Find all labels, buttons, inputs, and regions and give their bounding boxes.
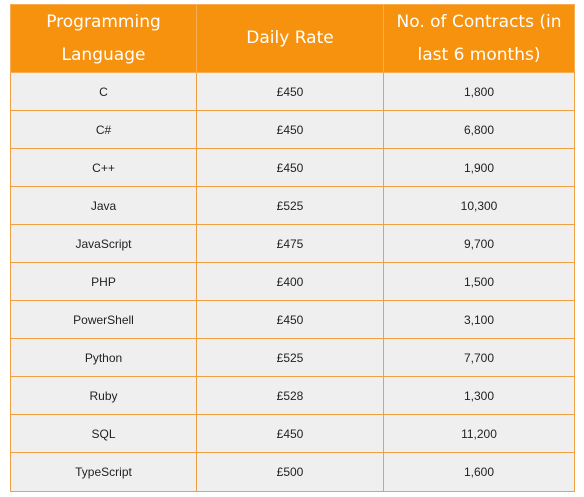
cell-daily-rate: £528 (196, 376, 384, 415)
cell-language: Ruby (10, 376, 197, 415)
header-row: Programming Language Daily Rate No. of C… (10, 4, 575, 73)
cell-contracts: 1,800 (383, 72, 575, 111)
cell-language: C# (10, 110, 197, 149)
cell-daily-rate: £450 (196, 300, 384, 339)
cell-contracts: 11,200 (383, 414, 575, 453)
cell-language: Java (10, 186, 197, 225)
rates-table-container: Programming Language Daily Rate No. of C… (10, 4, 575, 492)
cell-contracts: 1,900 (383, 148, 575, 187)
cell-contracts: 7,700 (383, 338, 575, 377)
table-row: PHP £400 1,500 (10, 262, 575, 301)
cell-daily-rate: £525 (196, 186, 384, 225)
cell-language: C (10, 72, 197, 111)
header-programming-language: Programming Language (10, 4, 197, 73)
cell-daily-rate: £500 (196, 452, 384, 492)
cell-language: PHP (10, 262, 197, 301)
table-row: SQL £450 11,200 (10, 414, 575, 453)
cell-contracts: 1,300 (383, 376, 575, 415)
cell-daily-rate: £525 (196, 338, 384, 377)
cell-contracts: 9,700 (383, 224, 575, 263)
table-row: PowerShell £450 3,100 (10, 300, 575, 339)
table-row: Java £525 10,300 (10, 186, 575, 225)
cell-daily-rate: £400 (196, 262, 384, 301)
header-daily-rate: Daily Rate (196, 4, 384, 73)
cell-contracts: 10,300 (383, 186, 575, 225)
cell-language: SQL (10, 414, 197, 453)
cell-daily-rate: £450 (196, 72, 384, 111)
cell-language: JavaScript (10, 224, 197, 263)
cell-contracts: 6,800 (383, 110, 575, 149)
cell-contracts: 1,600 (383, 452, 575, 492)
table-row: C £450 1,800 (10, 72, 575, 111)
table-row: C++ £450 1,900 (10, 148, 575, 187)
cell-language: PowerShell (10, 300, 197, 339)
cell-daily-rate: £450 (196, 148, 384, 187)
cell-contracts: 3,100 (383, 300, 575, 339)
table-row: TypeScript £500 1,600 (10, 452, 575, 492)
cell-language: Python (10, 338, 197, 377)
cell-language: TypeScript (10, 452, 197, 492)
table-row: Python £525 7,700 (10, 338, 575, 377)
cell-daily-rate: £475 (196, 224, 384, 263)
table-row: Ruby £528 1,300 (10, 376, 575, 415)
table-row: C# £450 6,800 (10, 110, 575, 149)
cell-language: C++ (10, 148, 197, 187)
table-row: JavaScript £475 9,700 (10, 224, 575, 263)
cell-daily-rate: £450 (196, 414, 384, 453)
cell-contracts: 1,500 (383, 262, 575, 301)
language-rates-table: Programming Language Daily Rate No. of C… (10, 4, 575, 492)
cell-daily-rate: £450 (196, 110, 384, 149)
header-contracts: No. of Contracts (in last 6 months) (383, 4, 575, 73)
